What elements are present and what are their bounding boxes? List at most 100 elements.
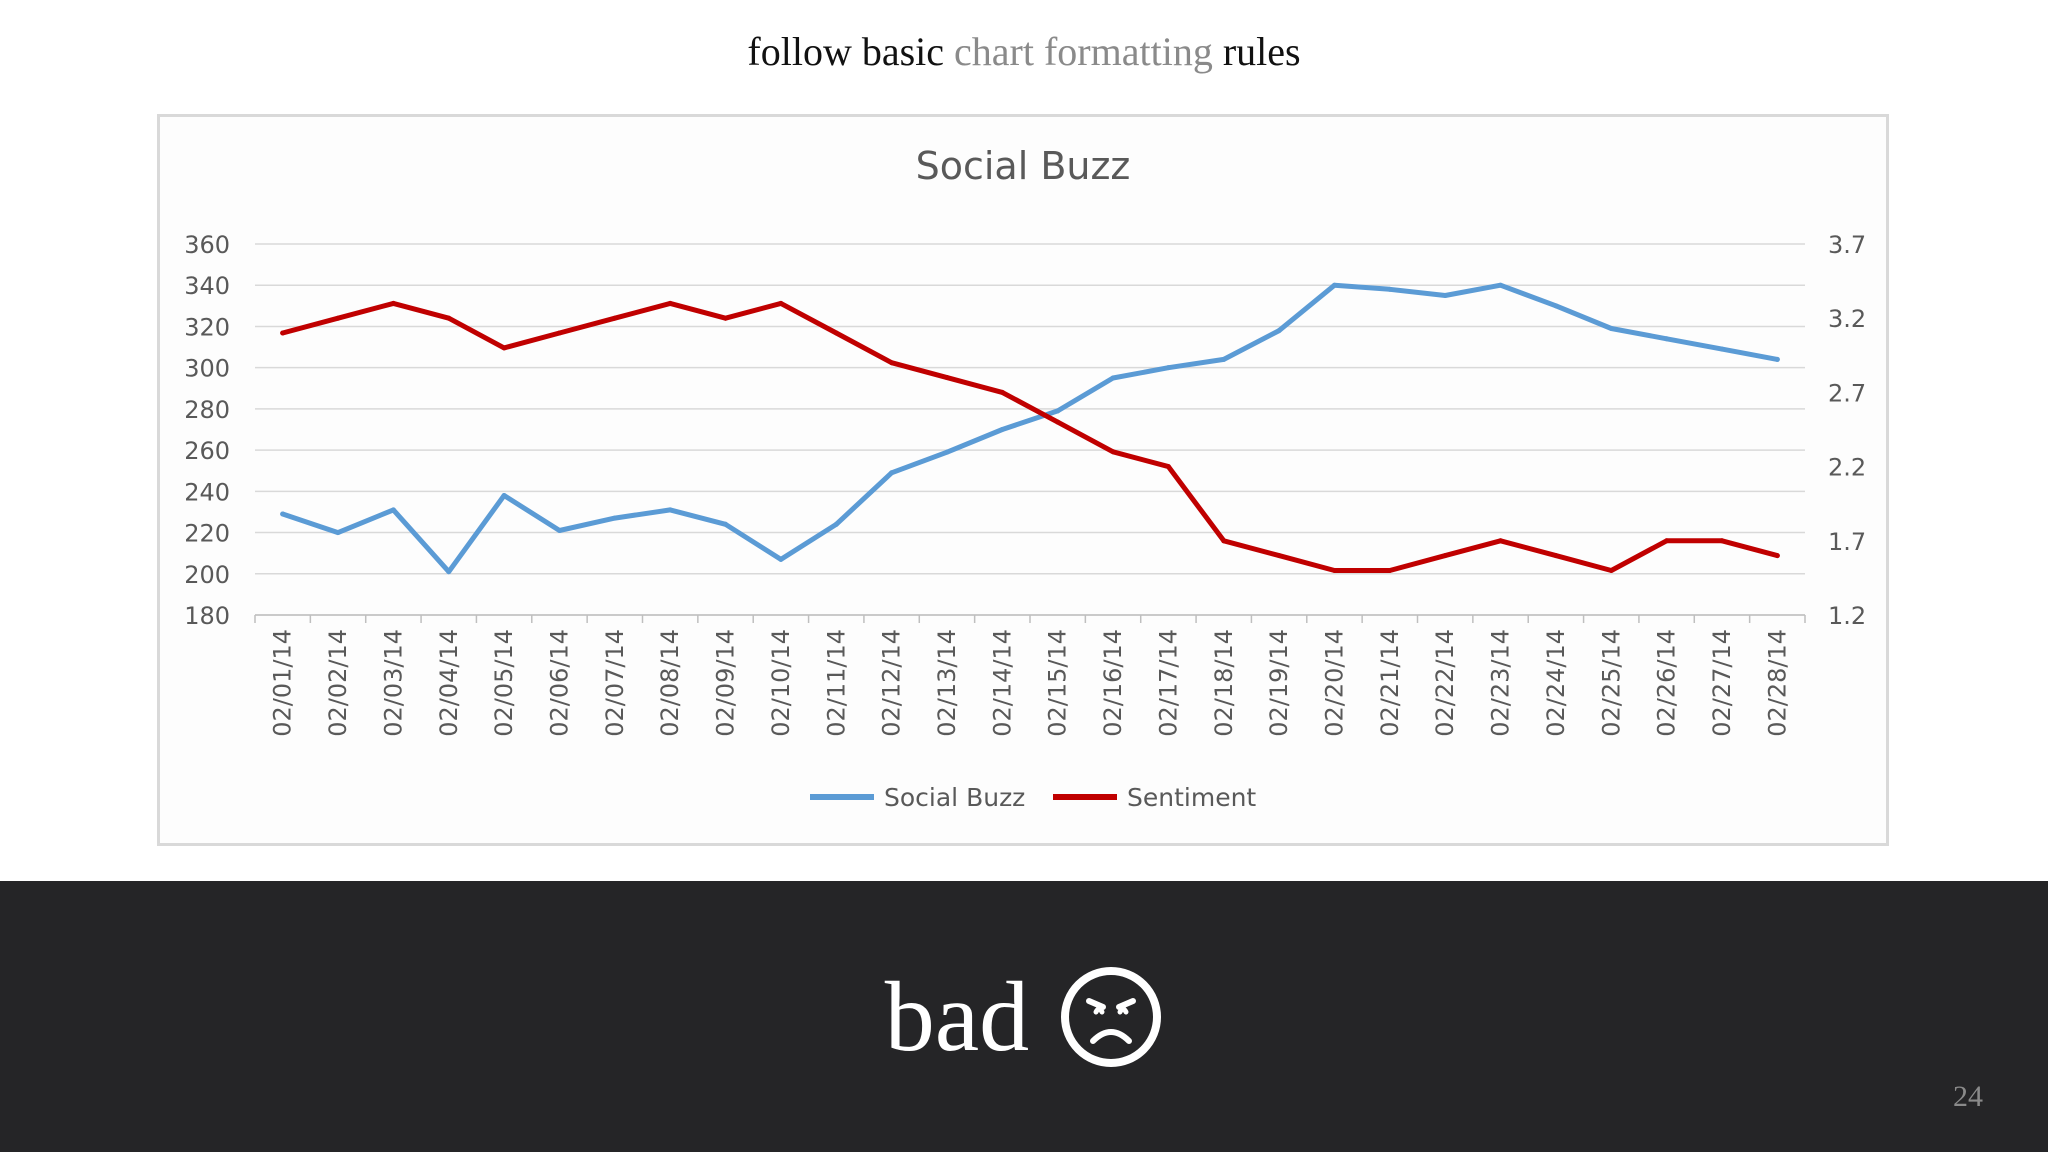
x-tick-label: 02/02/14 (324, 629, 352, 737)
data-point (335, 315, 341, 321)
data-point (335, 530, 341, 536)
x-tick-label: 02/01/14 (269, 629, 297, 737)
data-point (944, 449, 950, 455)
data-point (667, 300, 673, 306)
x-tick-label: 02/16/14 (1099, 629, 1127, 737)
y-left-tick-label: 360 (184, 231, 230, 259)
data-point (1276, 553, 1282, 559)
y-left-tick-label: 240 (184, 478, 230, 506)
y-right-tick-label: 2.7 (1828, 379, 1866, 407)
x-tick-label: 02/20/14 (1320, 629, 1348, 737)
data-point (1664, 538, 1670, 544)
x-tick-label: 02/07/14 (601, 629, 629, 737)
slide-title-highlight: chart formatting (954, 29, 1213, 74)
series-line-sentiment (280, 300, 1780, 573)
y-right-tick-label: 3.2 (1828, 305, 1866, 333)
legend-label: Sentiment (1127, 783, 1256, 812)
data-point (1553, 553, 1559, 559)
x-tick-label: 02/13/14 (933, 629, 961, 737)
slide-title: follow basic chart formatting rules (0, 28, 2048, 75)
y-left-tick-label: 300 (184, 355, 230, 383)
sad-face-icon (1059, 965, 1163, 1069)
x-tick-label: 02/08/14 (656, 629, 684, 737)
x-tick-label: 02/17/14 (1154, 629, 1182, 737)
series-line-social-buzz (280, 282, 1780, 575)
y-left-tick-label: 220 (184, 520, 230, 548)
data-point (1608, 326, 1614, 332)
data-point (501, 492, 507, 498)
data-point (1442, 293, 1448, 299)
data-point (667, 507, 673, 513)
y-left-tick-label: 180 (184, 602, 230, 630)
line-chart: Social Buzz 360 340 320 300 280 260 240 220 200 18… (184, 144, 1866, 812)
data-point (889, 470, 895, 476)
x-tick-label: 02/04/14 (435, 629, 463, 737)
y-right-tick-label: 3.7 (1828, 231, 1866, 259)
data-point (1774, 553, 1780, 559)
x-tick-label: 02/06/14 (545, 629, 573, 737)
data-point (1221, 538, 1227, 544)
x-tick-label: 02/23/14 (1487, 629, 1515, 737)
data-point (944, 375, 950, 381)
data-point (556, 330, 562, 336)
x-tick-label: 02/28/14 (1763, 629, 1791, 737)
x-tick-label: 02/22/14 (1431, 629, 1459, 737)
data-point (833, 521, 839, 527)
data-point (280, 511, 286, 517)
data-point (778, 300, 784, 306)
y-left-tick-label: 340 (184, 272, 230, 300)
data-point (1221, 356, 1227, 362)
data-point (1664, 336, 1670, 342)
data-point (1276, 328, 1282, 334)
data-point (1387, 567, 1393, 573)
y-right-tick-label: 1.7 (1828, 528, 1866, 556)
x-tick-label: 02/05/14 (490, 629, 518, 737)
slide-title-prefix: follow basic (747, 29, 955, 74)
data-point (1498, 282, 1504, 288)
verdict-text: bad (884, 961, 1030, 1072)
page-number: 24 (1953, 1080, 1983, 1113)
data-point (1608, 567, 1614, 573)
data-point (556, 527, 562, 533)
data-point (390, 507, 396, 513)
y-right-tick-label: 1.2 (1828, 602, 1866, 630)
data-point (1165, 365, 1171, 371)
bottom-band (0, 881, 2048, 1152)
x-tick-label: 02/03/14 (379, 629, 407, 737)
legend-label: Social Buzz (884, 783, 1025, 812)
slide-title-suffix: rules (1212, 29, 1301, 74)
data-point (1442, 553, 1448, 559)
data-point (1331, 567, 1337, 573)
data-point (1110, 375, 1116, 381)
y-right-tick-label: 2.2 (1828, 454, 1866, 482)
x-tick-label: 02/26/14 (1653, 629, 1681, 737)
y-left-tick-label: 260 (184, 437, 230, 465)
data-point (446, 569, 452, 575)
data-point (1719, 538, 1725, 544)
data-point (1165, 464, 1171, 470)
data-point (999, 427, 1005, 432)
data-point (1774, 356, 1780, 362)
x-tick-label: 02/15/14 (1044, 629, 1072, 737)
x-tick-label: 02/10/14 (767, 629, 795, 737)
data-point (833, 330, 839, 336)
data-point (612, 515, 618, 521)
y-left-tick-label: 320 (184, 313, 230, 341)
x-tick-label: 02/24/14 (1542, 629, 1570, 737)
x-tick-label: 02/19/14 (1265, 629, 1293, 737)
data-point (723, 521, 729, 527)
data-point (1110, 449, 1116, 455)
x-tick-label: 02/11/14 (822, 629, 850, 737)
data-point (778, 556, 784, 562)
data-point (612, 315, 618, 321)
data-point (1387, 286, 1393, 292)
verdict: bad (0, 952, 2048, 1082)
data-point (1055, 419, 1061, 425)
data-point (501, 345, 507, 351)
data-point (999, 389, 1005, 395)
data-point (1055, 408, 1061, 414)
data-point (889, 360, 895, 366)
data-point (1331, 282, 1337, 288)
data-point (390, 300, 396, 306)
x-tick-label: 02/27/14 (1708, 629, 1736, 737)
